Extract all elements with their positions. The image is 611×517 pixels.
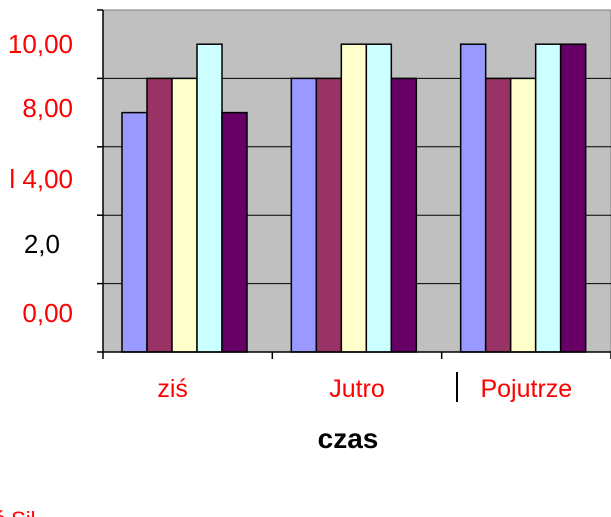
category-label: Jutro [329, 375, 385, 403]
footer-fragment: ś Sił [0, 507, 36, 517]
x-axis-title: czas [318, 423, 379, 454]
bar [221, 111, 248, 353]
bar [290, 77, 318, 353]
bar [459, 43, 487, 353]
bars [121, 43, 587, 353]
bar [171, 77, 198, 353]
bar [484, 77, 512, 353]
y-tick-label: 8,00 [22, 93, 73, 123]
bar [121, 111, 148, 353]
y-tick-labels: 10,00 8,00 l 4,00 2,0 0,00 [8, 29, 73, 328]
y-tick-label: 0,00 [22, 298, 73, 328]
bar [390, 77, 418, 353]
y-tick-label: l 4,00 [9, 164, 73, 194]
bar [340, 43, 368, 353]
category-label: Pojutrze [480, 375, 572, 403]
axes [97, 9, 611, 359]
bar [509, 77, 537, 353]
bar [365, 43, 393, 353]
y-tick-label: 10,00 [8, 29, 73, 59]
category-label: ziś [157, 375, 188, 403]
y-tick-label: 2,0 [24, 229, 60, 259]
bar [146, 77, 173, 353]
category-labels: ziś Jutro Pojutrze [157, 372, 572, 403]
bar [534, 43, 562, 353]
bar [196, 43, 223, 353]
bar [315, 77, 343, 353]
bar [559, 43, 587, 353]
